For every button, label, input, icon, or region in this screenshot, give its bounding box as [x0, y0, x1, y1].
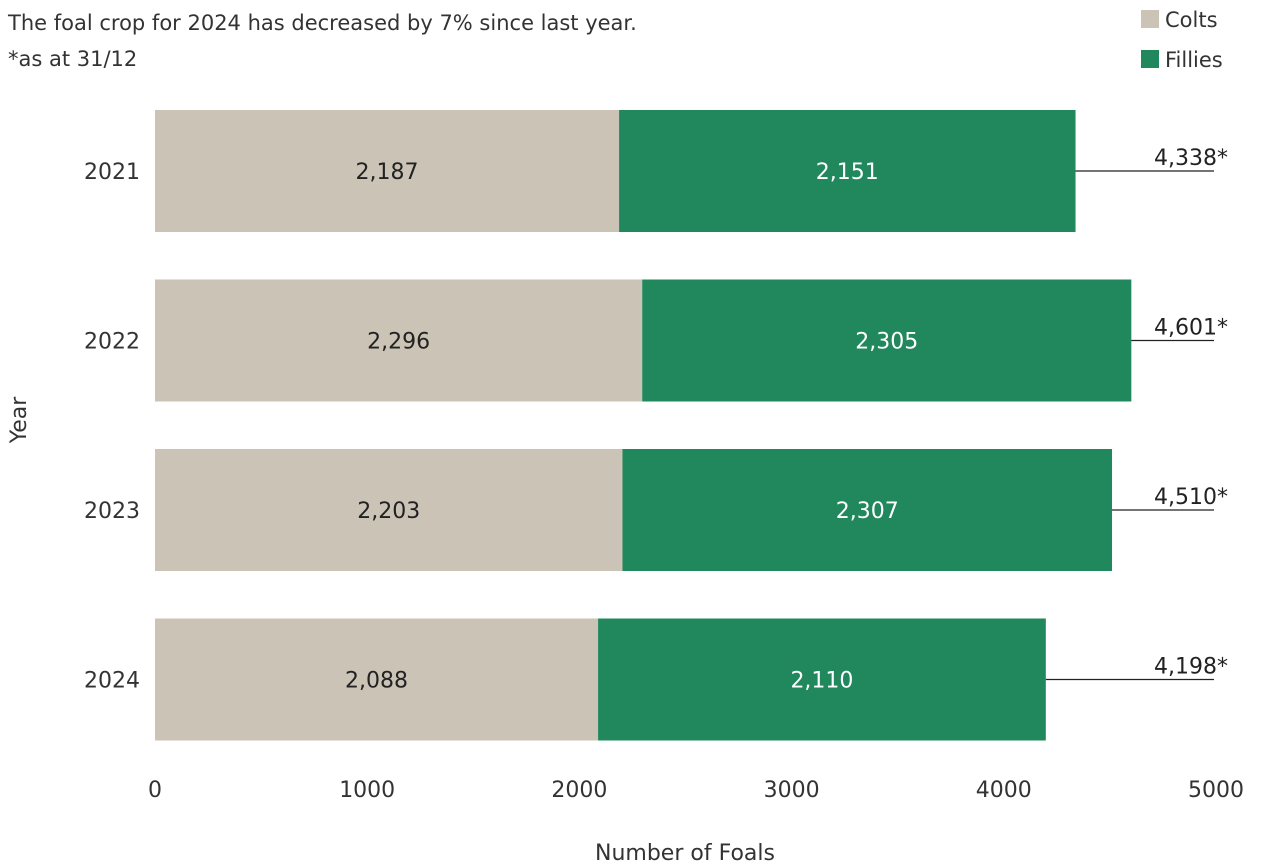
- bar-label-fillies-2024: 2,110: [790, 669, 853, 694]
- bar-fillies-2024: [598, 618, 1046, 741]
- bar-label-fillies-2021: 2,151: [816, 160, 879, 185]
- y-tick-label-2022: 2022: [84, 330, 140, 355]
- bar-label-colts-2022: 2,296: [367, 330, 430, 355]
- legend-label-fillies: Fillies: [1165, 48, 1223, 72]
- x-axis-title: Number of Foals: [595, 841, 775, 866]
- legend-swatch-fillies: [1141, 50, 1159, 68]
- y-axis-title: Year: [7, 396, 32, 445]
- bar-colts-2021: [155, 110, 620, 232]
- bar-label-fillies-2023: 2,307: [836, 499, 899, 524]
- x-tick-labels: 0 1000 2000 3000 4000 5000: [148, 778, 1244, 803]
- legend-swatch-colts: [1141, 10, 1159, 28]
- bar-colts-2022: [155, 279, 643, 402]
- y-tick-label-2023: 2023: [84, 499, 140, 524]
- x-tick-label-1000: 1000: [339, 778, 395, 803]
- x-tick-label-4000: 4000: [976, 778, 1032, 803]
- total-label-2021: 4,338*: [1154, 146, 1228, 171]
- bar-fillies-2022: [642, 279, 1132, 402]
- total-label-2024: 4,198*: [1154, 655, 1228, 680]
- y-tick-label-2021: 2021: [84, 160, 140, 185]
- bar-colts-2023: [155, 449, 623, 571]
- bar-fillies-2023: [622, 449, 1113, 571]
- y-tick-label-2024: 2024: [84, 669, 140, 694]
- total-label-2022: 4,601*: [1154, 316, 1228, 341]
- bar-label-fillies-2022: 2,305: [855, 330, 918, 355]
- x-tick-label-2000: 2000: [551, 778, 607, 803]
- bar-colts-2024: [155, 618, 599, 741]
- bar-label-colts-2023: 2,203: [357, 499, 420, 524]
- legend-label-colts: Colts: [1165, 8, 1218, 32]
- x-tick-label-0: 0: [148, 778, 162, 803]
- x-tick-label-5000: 5000: [1188, 778, 1244, 803]
- x-tick-label-3000: 3000: [764, 778, 820, 803]
- legend: Colts Fillies: [1141, 8, 1223, 72]
- bars-layer: 2,187 2,151 4,338* 2,296 2,305 4,601* 2,203 2,3…: [155, 110, 1228, 741]
- bar-label-colts-2021: 2,187: [356, 160, 419, 185]
- total-label-2023: 4,510*: [1154, 485, 1228, 510]
- bar-label-colts-2024: 2,088: [345, 669, 408, 694]
- bar-fillies-2021: [619, 110, 1076, 232]
- y-tick-labels: 2021 2022 2023 2024: [84, 160, 140, 694]
- chart-footnote: *as at 31/12: [8, 47, 137, 71]
- chart-note: The foal crop for 2024 has decreased by …: [7, 11, 637, 35]
